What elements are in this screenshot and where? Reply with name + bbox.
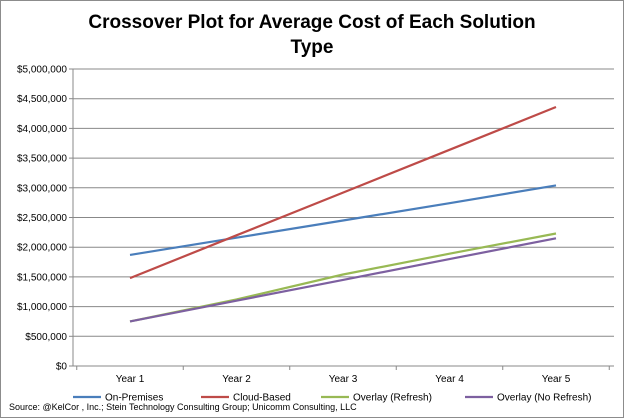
y-tick-label: $500,000 (25, 332, 67, 343)
chart-title-line-2: Type (291, 37, 334, 58)
legend-label-overlay-refresh: Overlay (Refresh) (353, 393, 432, 404)
series-line-on-premises (129, 184, 557, 256)
legend-label-cloud-based: Cloud-Based (233, 393, 291, 404)
y-tick-label: $2,000,000 (17, 243, 67, 254)
y-tick-label: $2,500,000 (17, 213, 67, 224)
series-line-cloud-based (129, 105, 557, 280)
y-tick-label: $1,000,000 (17, 302, 67, 313)
legend-label-on-premises: On-Premises (105, 393, 163, 404)
y-tick-label: $0 (56, 362, 68, 373)
x-tick-label: Year 1 (116, 374, 145, 385)
legend: On-Premises Cloud-Based Overlay (Refresh) O… (73, 393, 591, 404)
gridlines (73, 68, 614, 337)
y-tick-label: $1,500,000 (17, 272, 67, 283)
x-tick-label: Year 3 (329, 374, 358, 385)
y-tick-label: $5,000,000 (17, 65, 67, 76)
source-note: Source: @KelCor , Inc.; Stein Technology… (9, 402, 357, 412)
y-tick-label: $3,500,000 (17, 154, 67, 165)
axes (69, 68, 614, 370)
data-series (129, 105, 557, 323)
y-axis-tick-labels: $0 $500,000 $1,000,000 $1,500,000 $2,000,000… (17, 65, 67, 373)
y-tick-label: $3,000,000 (17, 183, 67, 194)
legend-label-overlay-no-refresh: Overlay (No Refresh) (497, 393, 591, 404)
x-tick-label: Year 2 (222, 374, 251, 385)
x-tick-label: Year 5 (542, 374, 571, 385)
y-tick-label: $4,500,000 (17, 94, 67, 105)
chart-title-line-1: Crossover Plot for Average Cost of Each … (88, 12, 535, 33)
x-tick-label: Year 4 (435, 374, 464, 385)
y-tick-label: $4,000,000 (17, 124, 67, 135)
series-line-overlay-no-refresh (129, 237, 557, 323)
x-axis-tick-labels: Year 1 Year 2 Year 3 Year 4 Year 5 (116, 374, 571, 385)
